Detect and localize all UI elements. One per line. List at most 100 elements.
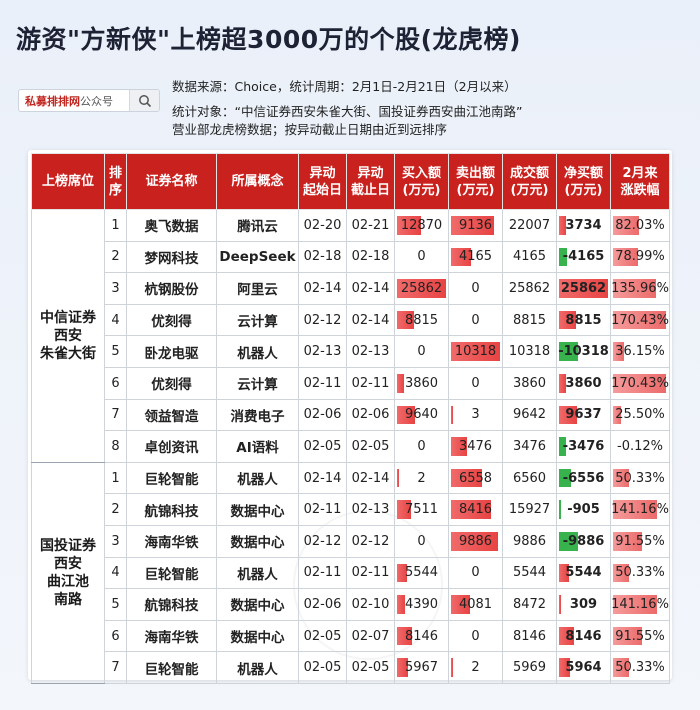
column-header-text: 买入额 (401, 165, 441, 181)
cell-inner: 170.43% (611, 305, 669, 336)
cell-value: 141.16% (611, 502, 669, 518)
cell-inner: 3476 (449, 431, 502, 462)
cell-value: 82.03% (615, 217, 665, 233)
cell-value: 4165 (458, 249, 493, 265)
stock-name-cell: 领益智造 (126, 398, 217, 432)
end-date-cell: 02-14 (346, 461, 395, 495)
end-date-cell: 02-14 (346, 272, 395, 305)
turnover-cell: 5544 (502, 556, 557, 590)
cell-value: 3476 (458, 438, 493, 454)
net-amount-cell: 309 (556, 588, 611, 621)
stock-name-cell: 优刻得 (126, 366, 217, 400)
start-date-cell: 02-05 (298, 430, 347, 463)
bar-fill (451, 437, 468, 456)
bar-fill (451, 595, 471, 614)
cell-inner: 25862 (395, 273, 448, 304)
cell-value: 25862 (400, 280, 443, 296)
rank-cell: 2 (104, 240, 127, 274)
seat-name-line: 南路 (54, 591, 82, 608)
cell-inner: 9640 (395, 400, 448, 431)
stock-name-cell: 优刻得 (126, 303, 217, 337)
cell-value: 9637 (565, 407, 602, 423)
start-date-cell: 02-11 (298, 493, 347, 526)
bar-fill (559, 342, 579, 361)
cell-value: 2 (471, 660, 480, 676)
column-header-text: 成交额 (509, 165, 549, 181)
start-date-cell: 02-13 (298, 335, 347, 368)
cell-inner: 50.33% (611, 558, 669, 589)
end-date-cell: 02-05 (346, 651, 395, 684)
column-header-text: 异动 (357, 165, 384, 181)
column-header-text: 涨跌幅 (620, 182, 660, 198)
stock-name-cell: 巨轮智能 (126, 556, 217, 590)
cell-inner: 3860 (557, 368, 610, 399)
concept-cell: 云计算 (216, 366, 299, 400)
column-header: 证券名称 (126, 153, 217, 210)
start-date-cell: 02-18 (298, 240, 347, 274)
data-table: 上榜席位排序证券名称 所属概念 异动 起始日 异动 截止日 买入额 (万元) 卖出额 (万元) 成交… (31, 153, 670, 684)
bar-fill (559, 500, 561, 519)
column-header-text: 起始日 (302, 182, 342, 198)
bar-fill (559, 437, 566, 456)
table-row: 3 海南华铁 数据中心 02-12 02-12 0 9886 9886 -9886 91.55% (32, 524, 670, 558)
cell-inner: -0.12% (611, 431, 669, 462)
concept-cell: 数据中心 (216, 493, 299, 526)
bar-fill (397, 405, 416, 425)
table-row: 6 海南华铁 数据中心 02-05 02-07 8146 0 8146 8146 91.55% (32, 619, 670, 653)
seat-name-line: 曲江池 (47, 573, 89, 590)
cell-value: 170.43% (611, 375, 669, 391)
bar-fill (397, 373, 405, 393)
seat-name-line: 朱雀大街 (40, 345, 96, 362)
stock-name-cell: 海南华铁 (126, 524, 217, 558)
cell-value: 91.55% (615, 628, 665, 644)
stock-name-cell: 航锦科技 (126, 493, 217, 526)
rank-cell: 8 (104, 430, 127, 463)
buy-amount-cell: 0 (394, 524, 449, 558)
seat-cell: 中信证券 西安 朱雀大街 (31, 209, 105, 463)
stock-name-cell: 杭钢股份 (126, 272, 217, 305)
cell-value: 2 (417, 470, 426, 486)
cell-inner: 8146 (395, 621, 448, 652)
cell-inner: 8146 (557, 621, 610, 652)
bar-fill (559, 216, 567, 235)
cell-value: 8815 (565, 312, 602, 328)
cell-inner: 8416 (449, 494, 502, 525)
cell-value: 8815 (404, 312, 439, 328)
end-date-cell: 02-05 (346, 430, 395, 463)
brand-suffix: 公众号 (80, 94, 113, 108)
buy-amount-cell: 2 (394, 461, 449, 495)
buy-amount-cell: 12870 (394, 209, 449, 242)
change-pct-cell: 50.33% (610, 461, 670, 495)
sell-amount-cell: 8416 (448, 493, 503, 526)
cell-value: 0 (417, 344, 426, 360)
turnover-cell: 6560 (502, 461, 557, 495)
rank-cell: 1 (104, 461, 127, 495)
cell-inner: 9886 (449, 526, 502, 557)
concept-cell: 机器人 (216, 461, 299, 495)
cell-value: 3860 (404, 375, 439, 391)
net-amount-cell: -9886 (556, 524, 611, 558)
bar-fill (451, 216, 495, 235)
bar-fill (451, 342, 500, 361)
sell-amount-cell: 0 (448, 556, 503, 590)
cell-inner: 3734 (557, 210, 610, 241)
cell-value: -6556 (562, 470, 605, 486)
change-pct-cell: 91.55% (610, 619, 670, 653)
cell-value: 5967 (404, 660, 439, 676)
end-date-cell: 02-12 (346, 524, 395, 558)
cell-inner: 5967 (395, 652, 448, 683)
cell-value: 0 (471, 375, 480, 391)
net-amount-cell: 8815 (556, 303, 611, 337)
stock-name-cell: 梦网科技 (126, 240, 217, 274)
bar-fill (613, 531, 642, 551)
cell-inner: 0 (395, 431, 448, 462)
search-button[interactable] (129, 90, 159, 111)
bar-fill (613, 500, 658, 519)
bar-fill (613, 468, 629, 488)
cell-value: 8146 (404, 628, 439, 644)
column-header: 2月来 涨跌幅 (610, 153, 670, 210)
search-box[interactable]: 私募排排网公众号 (18, 89, 160, 112)
column-header-text: (万元) (564, 182, 603, 198)
bar-fill (397, 310, 414, 330)
cell-value: 25862 (560, 280, 607, 296)
